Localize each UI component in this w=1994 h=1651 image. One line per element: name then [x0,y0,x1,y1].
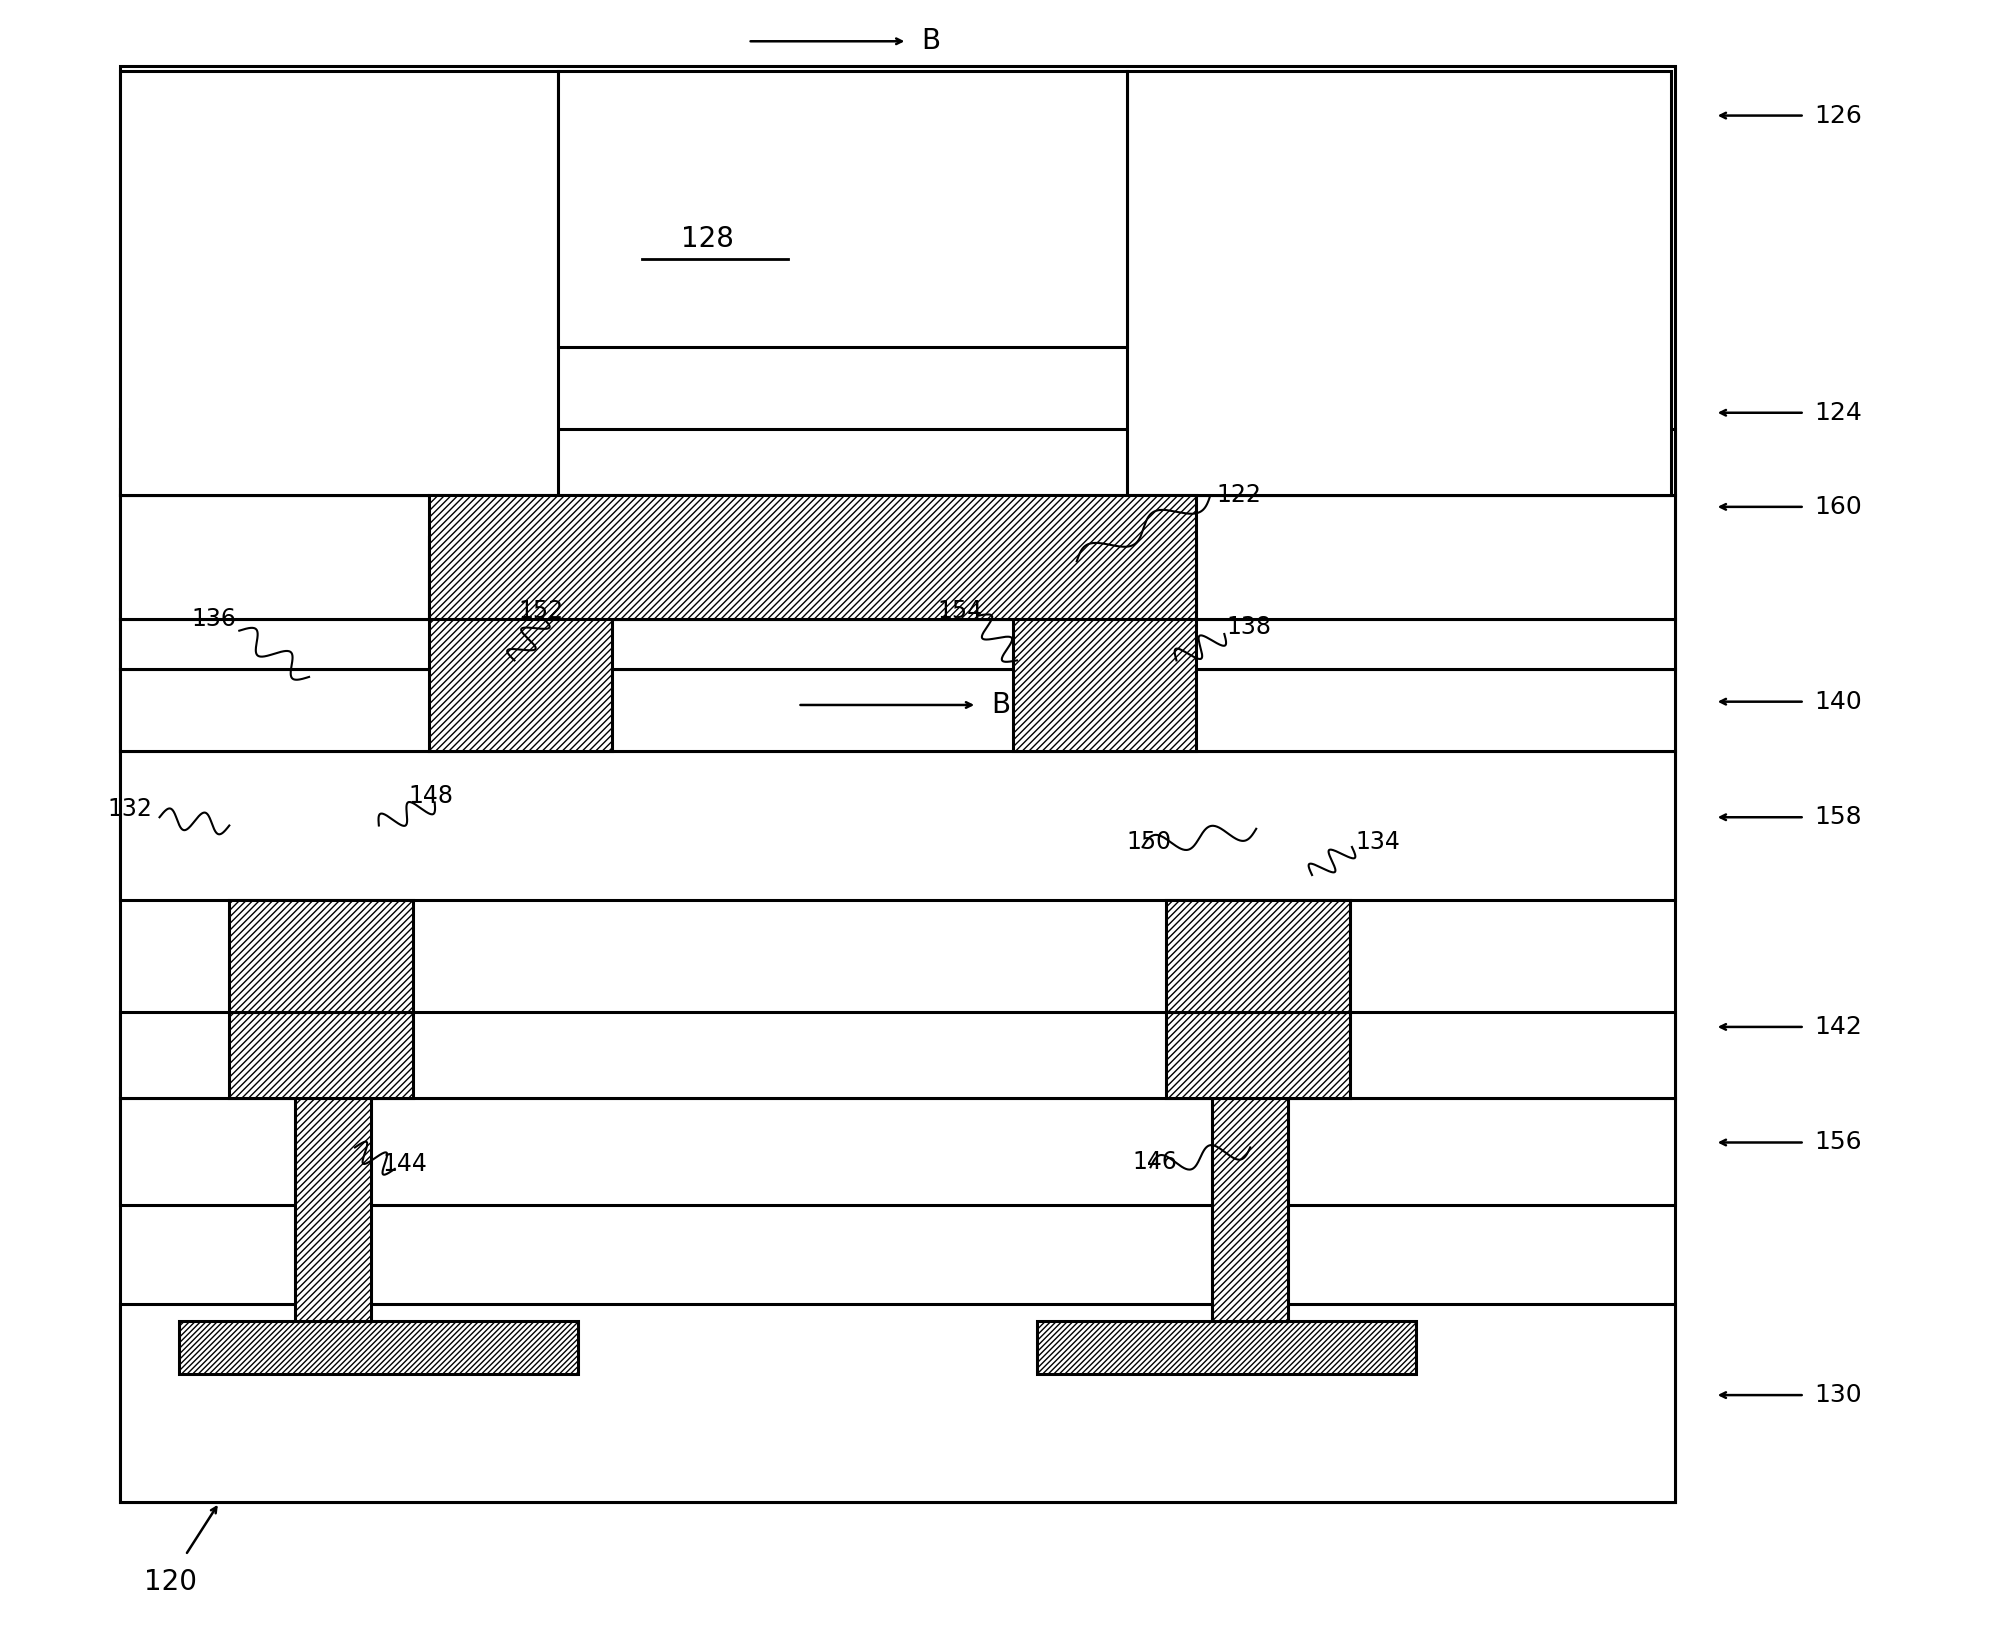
Text: 130: 130 [1815,1384,1862,1407]
Bar [1166,1012,1350,1098]
Bar [120,1304,1675,1502]
Text: 140: 140 [1815,690,1862,713]
Bar [179,1321,578,1374]
Text: 138: 138 [1226,616,1272,639]
Text: 160: 160 [1815,495,1862,518]
Text: 136: 136 [191,608,237,631]
Text: 156: 156 [1815,1131,1862,1154]
Bar [229,1012,413,1098]
Text: B: B [921,28,941,54]
Text: 126: 126 [1815,104,1862,127]
Text: 146: 146 [1133,1151,1178,1174]
Text: 158: 158 [1815,806,1862,829]
Text: 150: 150 [1127,830,1172,854]
Bar [429,495,1196,619]
Text: 144: 144 [383,1152,429,1176]
Bar [120,66,1675,1502]
Text: B: B [991,692,1011,718]
Text: 120: 120 [144,1568,197,1595]
Bar [1013,537,1196,751]
Bar [120,1012,1675,1098]
Bar [1127,71,1671,495]
Bar [429,537,612,751]
Bar [558,71,1127,347]
Bar [1037,1321,1416,1374]
Bar [120,619,1675,669]
Bar [229,900,413,1012]
Bar [120,429,1675,495]
Text: 154: 154 [937,599,983,622]
Text: 142: 142 [1815,1015,1862,1038]
Text: 122: 122 [1216,484,1262,507]
Bar [295,1098,371,1321]
Bar [120,495,1675,619]
Bar [1212,1098,1288,1321]
Text: 134: 134 [1356,830,1402,854]
Bar [1166,900,1350,1012]
Text: 132: 132 [108,797,154,821]
Bar [120,1098,1675,1205]
Bar [120,669,1675,751]
Text: 148: 148 [409,784,455,807]
Text: 128: 128 [682,226,734,253]
Bar [120,751,1675,900]
Text: 152: 152 [518,599,564,622]
Bar [120,71,558,495]
Text: 124: 124 [1815,401,1862,424]
